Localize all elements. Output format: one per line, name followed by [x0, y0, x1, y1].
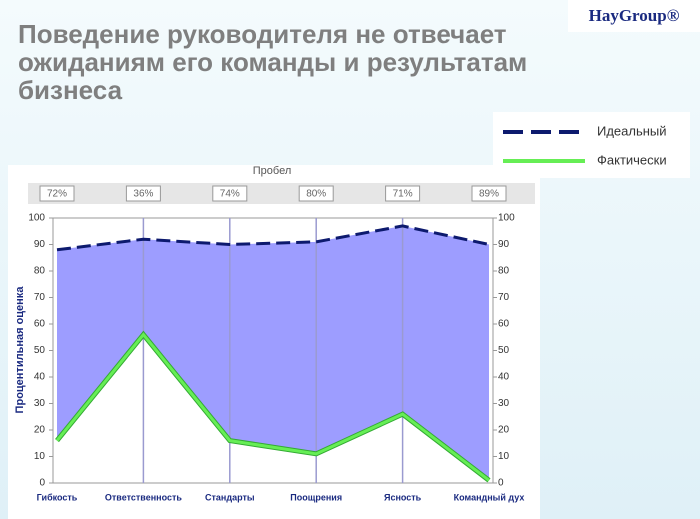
series-line — [55, 332, 490, 482]
gap-box — [385, 185, 421, 202]
slide-title: Поведение руководителя не отвечает ожида… — [18, 19, 528, 105]
series-line — [56, 224, 490, 252]
y2-tick-label: 80 — [498, 266, 510, 277]
y2-tick-label: 50 — [498, 345, 510, 356]
gap-box — [39, 185, 75, 202]
gap-area — [57, 225, 489, 481]
y-tick-label: 0 — [39, 478, 45, 489]
y2-tick-label: 90 — [498, 239, 510, 250]
x-tick-label: Ясность — [384, 492, 422, 502]
x-tick-label: Ответственность — [105, 492, 182, 502]
y-tick-label: 80 — [34, 266, 46, 277]
gap-label: 71% — [393, 189, 413, 200]
gap-label: 80% — [306, 189, 326, 200]
gap-box — [212, 185, 248, 202]
y-tick-label: 50 — [34, 345, 46, 356]
x-tick-label: Поощрения — [290, 492, 342, 502]
gap-label: 89% — [479, 189, 499, 200]
y-tick-label: 30 — [34, 398, 46, 409]
gap-box — [471, 185, 507, 202]
y-tick-label: 10 — [34, 451, 46, 462]
gap-label: 74% — [220, 189, 240, 200]
y2-tick-label: 60 — [498, 319, 510, 330]
x-tick-label: Гибкость — [37, 492, 78, 502]
y2-tick-label: 10 — [498, 451, 510, 462]
gap-box — [298, 185, 334, 202]
y2-tick-label: 40 — [498, 372, 510, 383]
gap-title: Пробел — [253, 165, 292, 177]
gap-box — [125, 185, 161, 202]
y-tick-label: 20 — [34, 425, 46, 436]
logo: HayGroup® — [568, 0, 700, 32]
gap-band — [28, 183, 535, 204]
gap-label: 72% — [47, 189, 67, 200]
x-tick-label: Стандарты — [205, 492, 255, 502]
y-tick-label: 90 — [34, 239, 46, 250]
y2-tick-label: 30 — [498, 398, 510, 409]
y-tick-label: 100 — [28, 213, 45, 224]
y-tick-label: 40 — [34, 372, 46, 383]
y-tick-label: 60 — [34, 319, 46, 330]
legend-label: Фактически — [597, 152, 667, 167]
y2-tick-label: 70 — [498, 292, 510, 303]
y2-tick-label: 0 — [498, 478, 504, 489]
gap-label: 36% — [133, 189, 153, 200]
y2-tick-label: 100 — [498, 213, 515, 224]
y2-tick-label: 20 — [498, 425, 510, 436]
x-tick-label: Командный дух — [454, 492, 525, 502]
y-tick-label: 70 — [34, 292, 46, 303]
legend-label: Идеальный — [597, 123, 667, 138]
y-axis-label: Процентильная оценка — [14, 286, 26, 414]
